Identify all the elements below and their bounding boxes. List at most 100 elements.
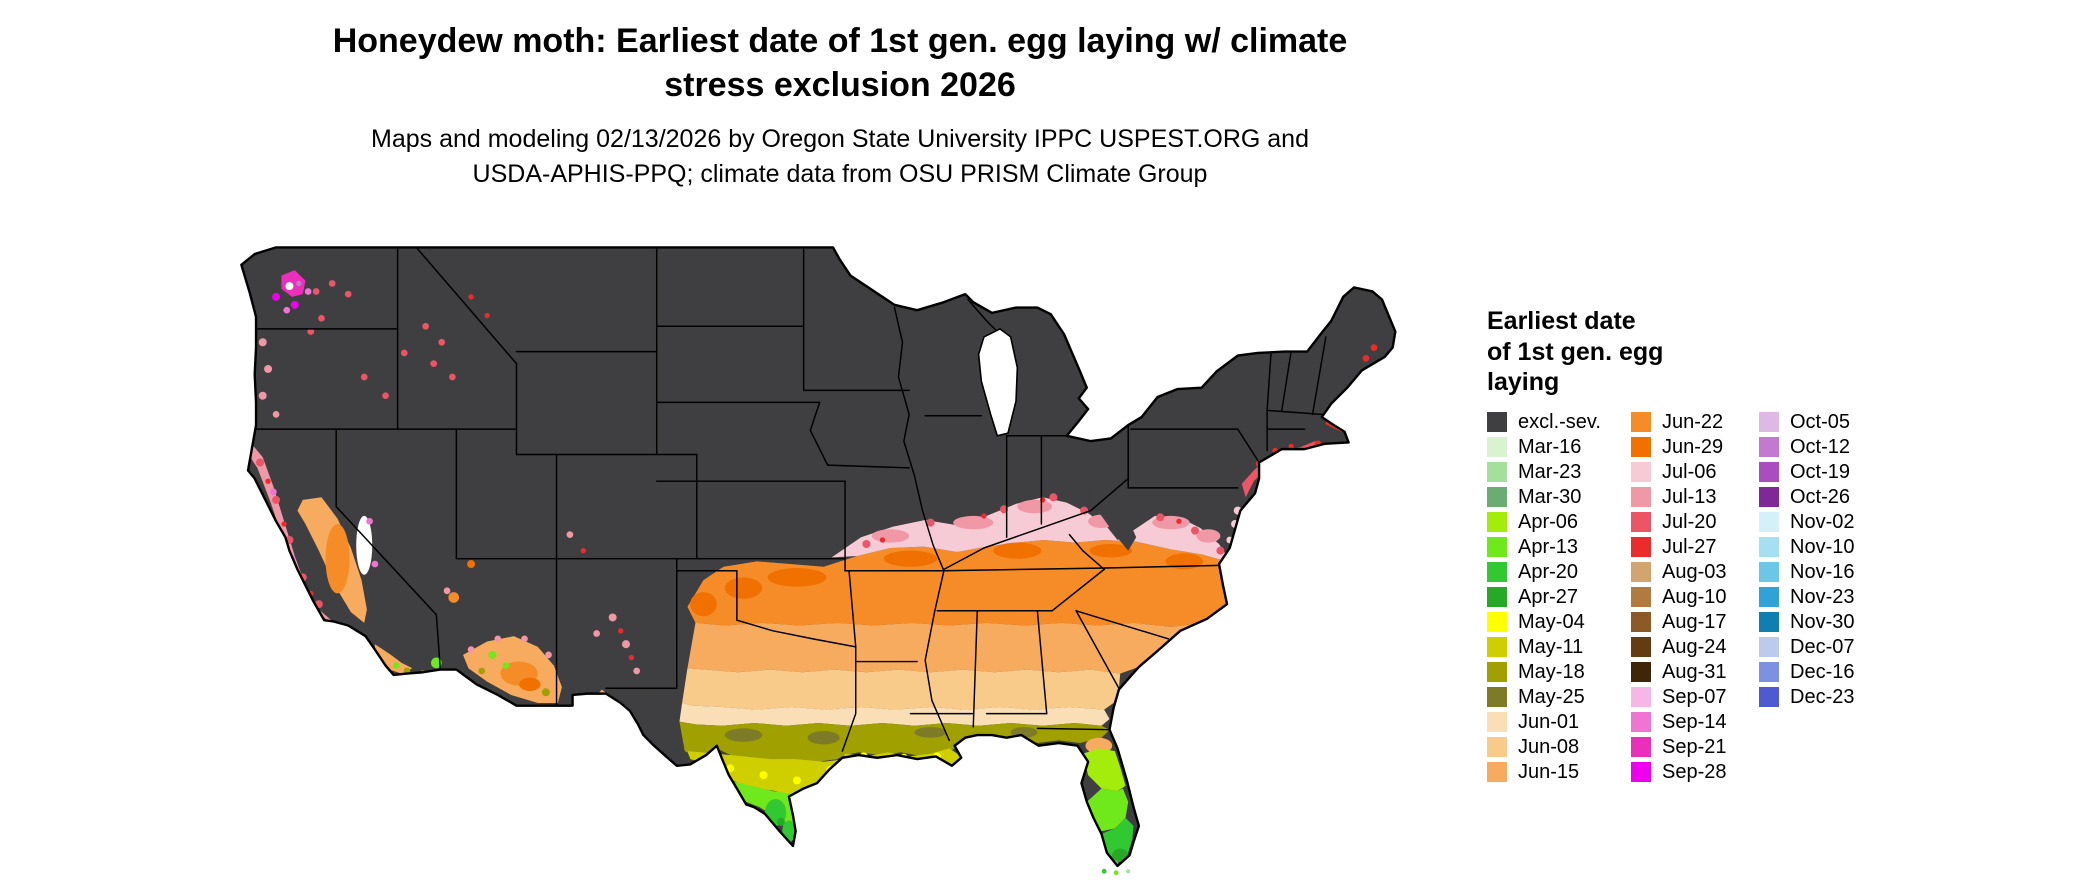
- legend-label-dec16: Dec-16: [1790, 660, 1855, 683]
- legend-label-may04: May-04: [1518, 610, 1585, 633]
- legend-item-jul13: Jul-13: [1631, 485, 1759, 510]
- legend-item-mar23: Mar-23: [1487, 460, 1631, 485]
- legend-item-jul20: Jul-20: [1631, 510, 1759, 535]
- az-jun29: [519, 677, 541, 691]
- legend-label-aug31: Aug-31: [1662, 660, 1727, 683]
- legend-item-apr20: Apr-20: [1487, 560, 1631, 585]
- legend-label-apr20: Apr-20: [1518, 560, 1579, 583]
- band-jun08: [682, 668, 1121, 710]
- legend-item-nov02: Nov-02: [1759, 510, 1854, 535]
- legend-label-nov10: Nov-10: [1790, 535, 1855, 558]
- legend-item-oct19: Oct-19: [1759, 460, 1854, 485]
- legend-swatch-excl: [1487, 412, 1507, 432]
- legend-swatch-aug03: [1631, 562, 1651, 582]
- legend-label-sep07: Sep-07: [1662, 685, 1727, 708]
- legend-item-aug24: Aug-24: [1631, 635, 1759, 660]
- wa-white: [285, 282, 294, 291]
- legend-item-aug10: Aug-10: [1631, 585, 1759, 610]
- legend-label-aug17: Aug-17: [1662, 610, 1727, 633]
- state-boundaries: [251, 247, 1327, 752]
- band-jun15: [687, 612, 1226, 674]
- ca-valley-jun22: [325, 523, 350, 594]
- legend-item-nov30: Nov-30: [1759, 610, 1854, 635]
- legend-item-nov23: Nov-23: [1759, 585, 1854, 610]
- legend-swatch-mar30: [1487, 487, 1507, 507]
- legend-swatch-jul06: [1631, 462, 1651, 482]
- legend-label-sep28: Sep-28: [1662, 760, 1727, 783]
- legend-item-sep14: Sep-14: [1631, 710, 1759, 735]
- legend-item-nov16: Nov-16: [1759, 560, 1854, 585]
- legend-swatch-jun22: [1631, 412, 1651, 432]
- legend-swatch-aug17: [1631, 612, 1651, 632]
- legend-swatch-apr13: [1487, 537, 1507, 557]
- legend-item-jun29: Jun-29: [1631, 435, 1759, 460]
- legend-label-mar23: Mar-23: [1518, 460, 1582, 483]
- legend-item-jun08: Jun-08: [1487, 735, 1631, 760]
- lake-michigan: [977, 327, 1019, 437]
- legend-item-dec23: Dec-23: [1759, 685, 1854, 710]
- legend: Earliest date of 1st gen. egg laying exc…: [1487, 306, 1854, 785]
- us-map-svg: [240, 246, 1397, 876]
- band-jul06: [831, 497, 1232, 563]
- legend-label-jun08: Jun-08: [1518, 735, 1580, 758]
- legend-item-nov10: Nov-10: [1759, 535, 1854, 560]
- legend-swatch-may25: [1487, 687, 1507, 707]
- legend-item-may11: May-11: [1487, 635, 1631, 660]
- legend-item-aug03: Aug-03: [1631, 560, 1759, 585]
- appalachia-gray-wedge: [1088, 489, 1137, 551]
- legend-item-jun15: Jun-15: [1487, 760, 1631, 785]
- legend-swatch-nov10: [1759, 537, 1779, 557]
- legend-label-aug10: Aug-10: [1662, 585, 1727, 608]
- legend-item-mar30: Mar-30: [1487, 485, 1631, 510]
- legend-column-3: Oct-05 Oct-12 Oct-19 Oct-26 Nov-02 Nov-10 Nov-…: [1759, 410, 1854, 710]
- legend-label-sep21: Sep-21: [1662, 735, 1727, 758]
- legend-swatch-apr06: [1487, 512, 1507, 532]
- legend-label-dec23: Dec-23: [1790, 685, 1855, 708]
- wa-oct12: [296, 280, 302, 287]
- legend-swatch-sep07: [1631, 687, 1651, 707]
- legend-label-mar16: Mar-16: [1518, 435, 1582, 458]
- legend-item-excl: excl.-sev.: [1487, 410, 1631, 435]
- legend-swatch-jun08: [1487, 737, 1507, 757]
- legend-swatch-nov16: [1759, 562, 1779, 582]
- legend-swatch-jun15: [1487, 762, 1507, 782]
- legend-label-apr06: Apr-06: [1518, 510, 1579, 533]
- wa-sep28: [272, 292, 299, 309]
- az-pink-fringe: [467, 635, 552, 659]
- legend-label-sep14: Sep-14: [1662, 710, 1727, 733]
- legend-item-mar16: Mar-16: [1487, 435, 1631, 460]
- legend-swatch-jul27: [1631, 537, 1651, 557]
- legend-swatch-sep14: [1631, 712, 1651, 732]
- legend-item-aug31: Aug-31: [1631, 660, 1759, 685]
- us-map: [236, 214, 1398, 882]
- legend-label-oct12: Oct-12: [1790, 435, 1851, 458]
- legend-item-aug17: Aug-17: [1631, 610, 1759, 635]
- band-may18: [679, 721, 1110, 762]
- legend-item-oct26: Oct-26: [1759, 485, 1854, 510]
- legend-swatch-apr20: [1487, 562, 1507, 582]
- legend-label-jun29: Jun-29: [1662, 435, 1724, 458]
- legend-label-nov30: Nov-30: [1790, 610, 1855, 633]
- sierra-excluded-white: [356, 515, 373, 575]
- legend-swatch-jul20: [1631, 512, 1651, 532]
- legend-swatch-oct26: [1759, 487, 1779, 507]
- legend-item-apr13: Apr-13: [1487, 535, 1631, 560]
- wa-sep21: [281, 270, 306, 297]
- legend-swatch-dec23: [1759, 687, 1779, 707]
- legend-label-apr27: Apr-27: [1518, 585, 1579, 608]
- vegas-fringe-jul13: [443, 587, 451, 595]
- legend-swatch-apr27: [1487, 587, 1507, 607]
- legend-title: Earliest date of 1st gen. egg laying: [1487, 307, 1664, 396]
- legend-swatch-oct12: [1759, 437, 1779, 457]
- az-olive-specks: [478, 667, 550, 697]
- legend-label-nov23: Nov-23: [1790, 585, 1855, 608]
- stgeorge-jun29: [467, 560, 476, 569]
- map-subtitle: Maps and modeling 02/13/2026 by Oregon S…: [371, 125, 1309, 188]
- legend-swatch-may18: [1487, 662, 1507, 682]
- legend-swatch-aug31: [1631, 662, 1651, 682]
- legend-column-1: excl.-sev. Mar-16 Mar-23 Mar-30 Apr-06 Apr-13…: [1487, 410, 1631, 785]
- legend-label-apr13: Apr-13: [1518, 535, 1579, 558]
- legend-swatch-aug24: [1631, 637, 1651, 657]
- legend-label-may11: May-11: [1518, 635, 1584, 658]
